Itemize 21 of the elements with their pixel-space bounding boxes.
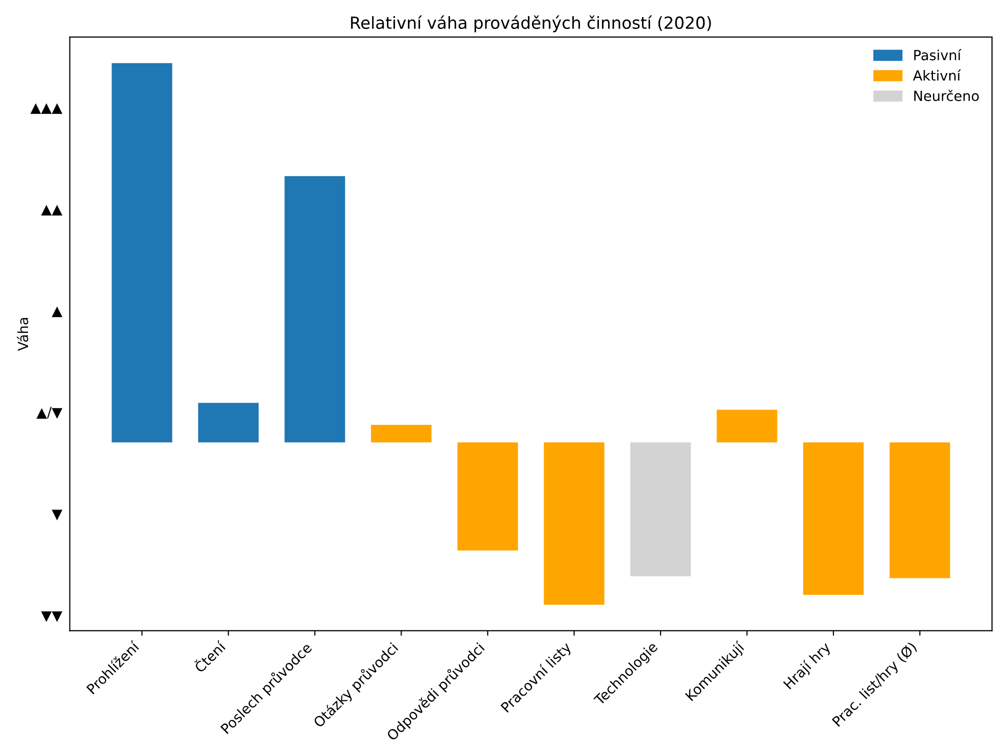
text: ▲/▼ [36, 406, 62, 419]
bar [284, 176, 346, 442]
chart-title: Relativní váha prováděných činností (2020) [351, 15, 711, 32]
bar [198, 402, 259, 442]
text: ▼▼ [41, 611, 62, 622]
text: ▲ [52, 306, 62, 318]
bar [890, 442, 950, 578]
text: ▲▲ [41, 204, 62, 216]
legend-label: Pasivní [914, 49, 962, 60]
bar [630, 442, 691, 576]
bar [112, 63, 172, 442]
bar [457, 442, 518, 550]
legend-label: Neurčeno [914, 90, 979, 102]
text: ▼ [52, 510, 62, 520]
bar [544, 442, 604, 605]
y-axis-title: Váha [16, 318, 28, 351]
legend-label: Aktivní [913, 69, 961, 81]
bar [716, 410, 778, 442]
bar [803, 442, 864, 595]
bar [371, 424, 432, 442]
text: ▲▲▲ [30, 103, 62, 114]
